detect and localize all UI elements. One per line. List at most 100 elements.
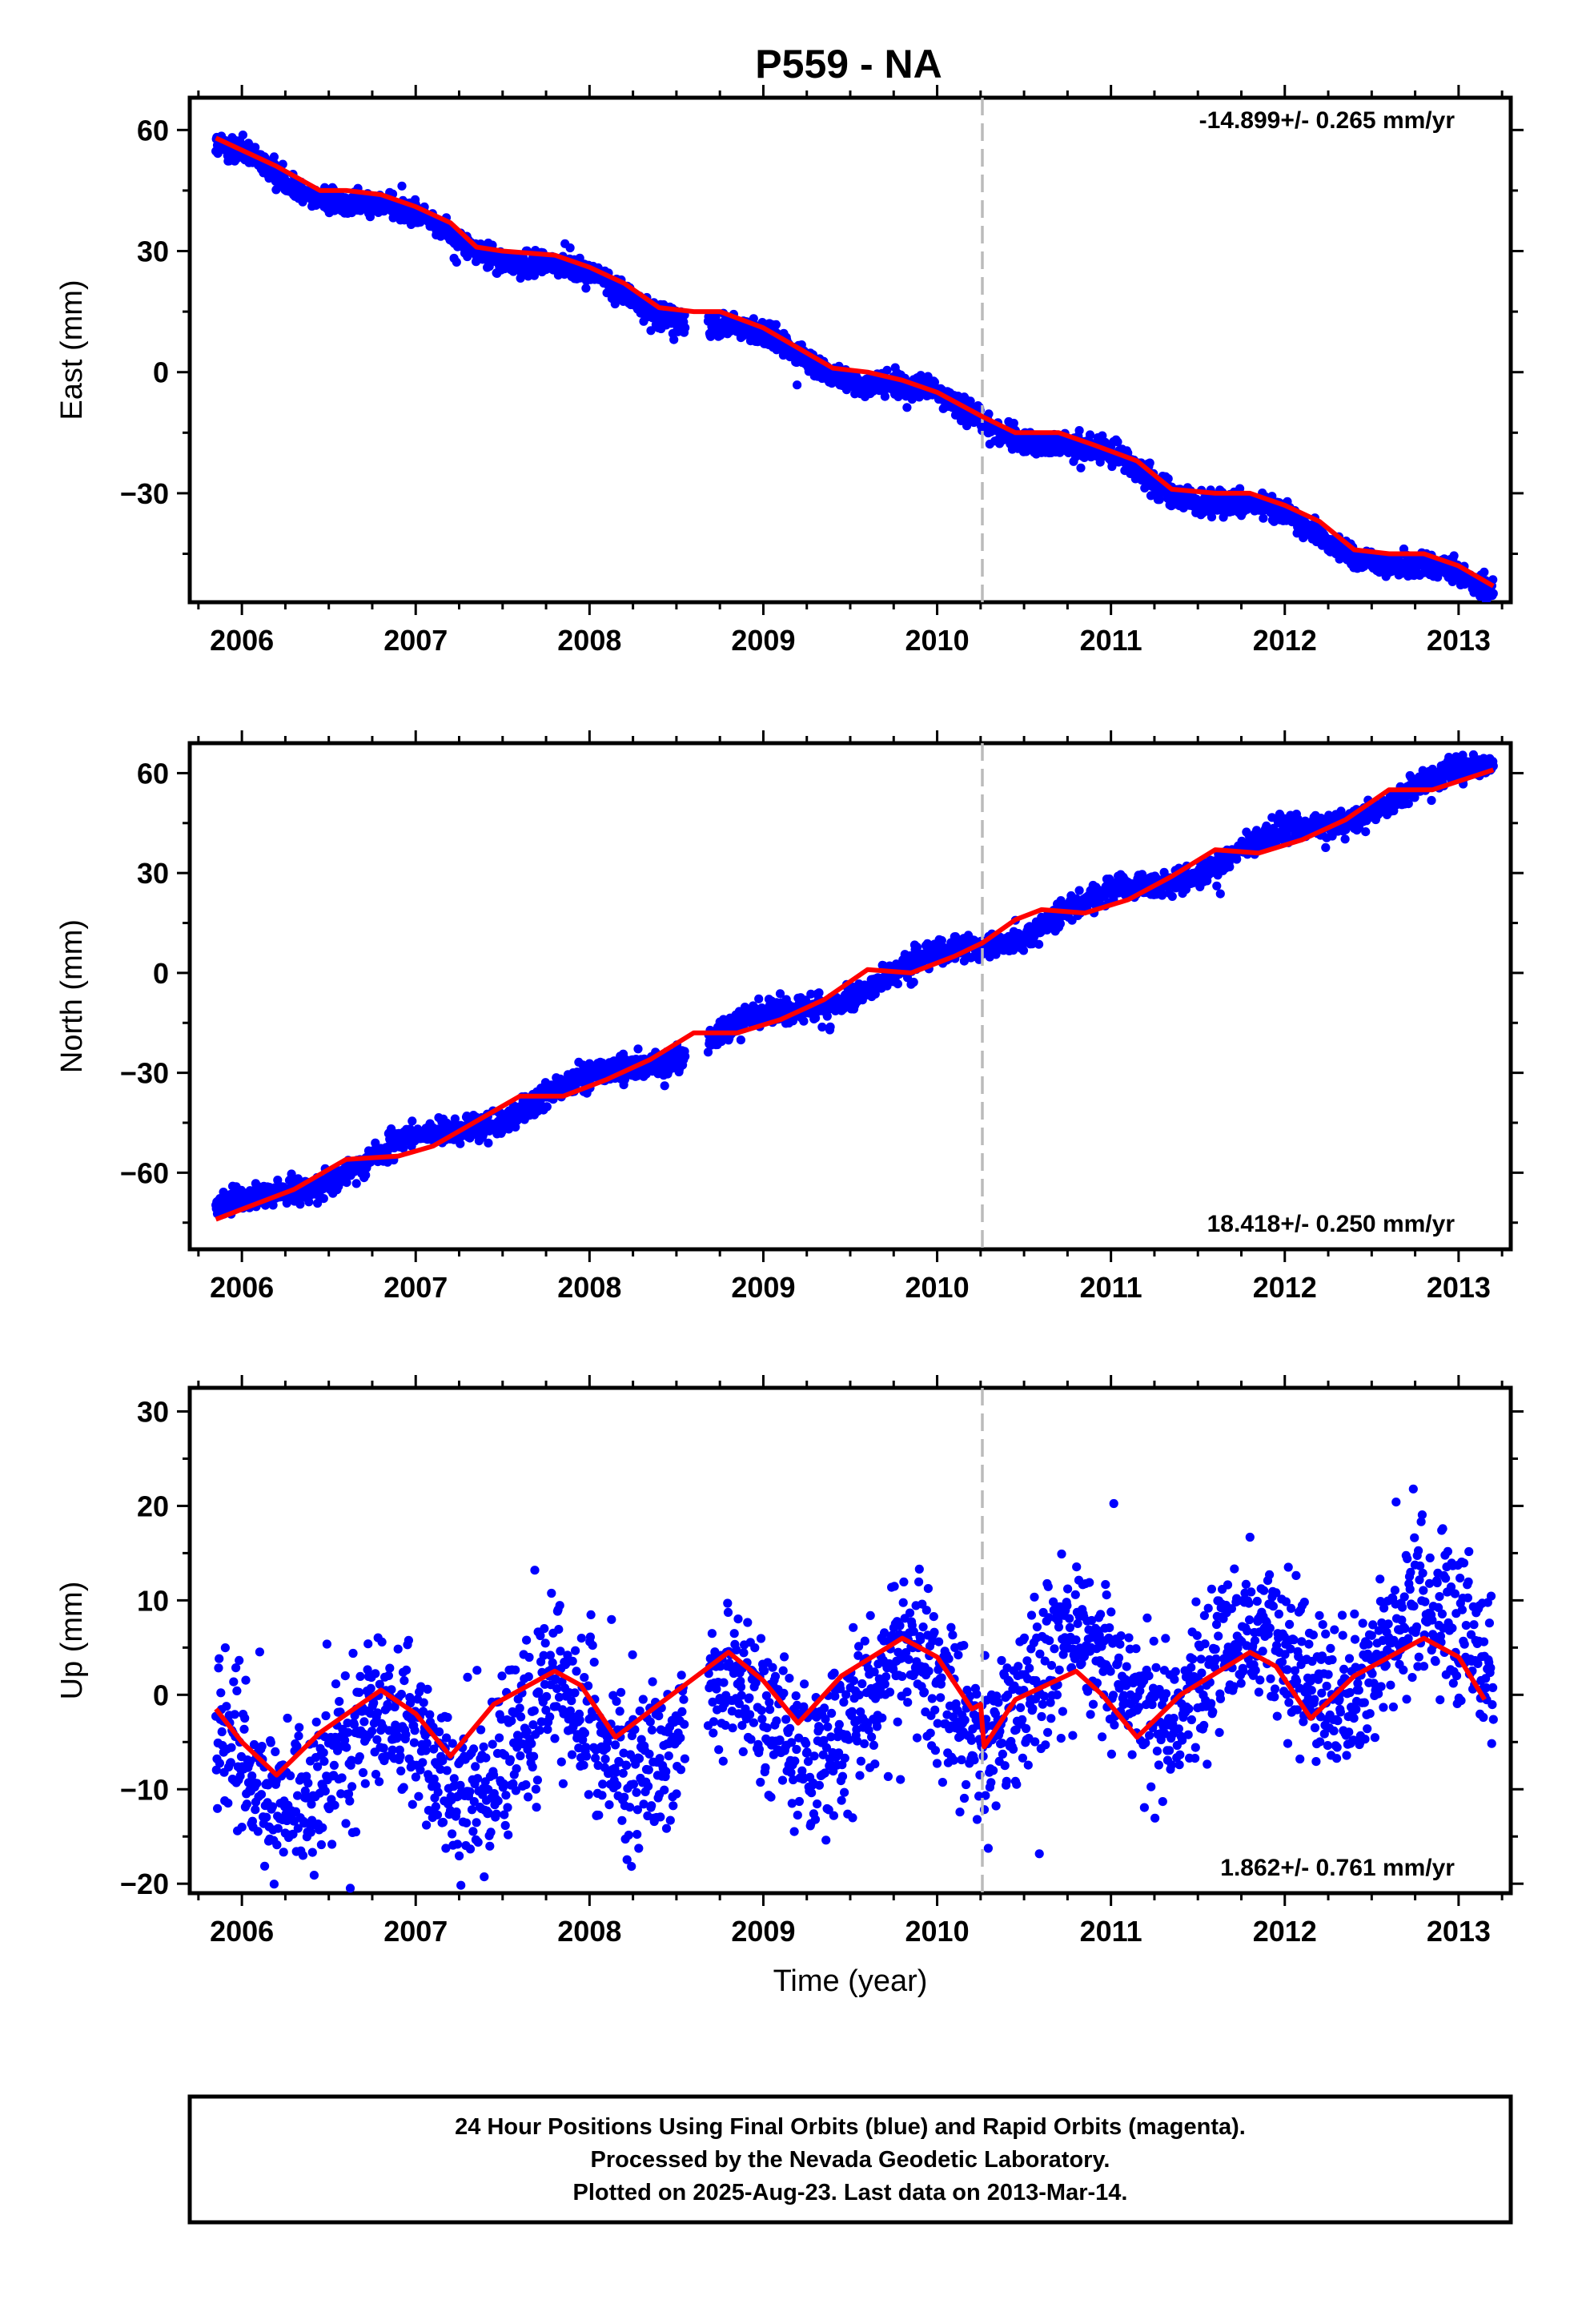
data-point <box>669 335 679 344</box>
y-tick-label: 30 <box>137 235 169 268</box>
data-point <box>909 977 918 987</box>
data-point <box>1361 827 1371 837</box>
panel-north: 2006 2007 2008 2009 2010 2011 2012 2013 60 30 0 −30… <box>55 730 1524 1304</box>
x-tick-label: 2010 <box>905 624 970 657</box>
data-point <box>542 1102 552 1112</box>
data-point <box>799 1016 809 1026</box>
data-point <box>1340 834 1350 844</box>
data-point <box>268 1200 278 1210</box>
data-point <box>937 935 946 946</box>
x-tick-label: 2006 <box>210 1271 274 1304</box>
data-point <box>1009 418 1018 428</box>
data-point <box>1163 474 1173 484</box>
x-tick-label: 2007 <box>383 624 448 657</box>
data-point <box>287 1169 296 1179</box>
data-point <box>1113 437 1122 447</box>
data-point <box>882 365 892 375</box>
data-point <box>351 1179 361 1188</box>
data-point <box>1259 513 1268 523</box>
panels-group: 2006 2007 2008 2009 2010 2011 2012 2013 60 30 0 −30… <box>55 85 1524 1998</box>
data-point <box>484 1138 493 1148</box>
data-point <box>1212 881 1222 891</box>
data-point <box>361 1170 371 1180</box>
rate-label: -14.899+/- 0.265 mm/yr <box>1199 107 1456 134</box>
data-point <box>1074 886 1084 895</box>
data-point <box>273 1176 283 1185</box>
data-point <box>771 320 781 329</box>
data-point <box>295 1200 305 1209</box>
x-tick-label: 2013 <box>1427 624 1491 657</box>
data-point <box>1225 862 1235 872</box>
y-tick-label: 0 <box>153 356 169 389</box>
scatter-points <box>211 131 1498 602</box>
data-point <box>1480 567 1489 577</box>
data-point <box>681 323 690 332</box>
data-point <box>1449 551 1459 561</box>
data-point <box>342 1178 351 1188</box>
data-point <box>825 1022 835 1031</box>
x-tick-label: 2010 <box>905 1271 970 1304</box>
data-point <box>408 1116 417 1126</box>
data-point <box>319 1194 328 1204</box>
x-tick-label: 2006 <box>210 624 274 657</box>
data-point <box>452 257 461 267</box>
x-tick-label: 2011 <box>1080 1271 1142 1304</box>
x-tick-label: 2008 <box>557 1271 621 1304</box>
data-point <box>269 152 279 162</box>
data-layer <box>211 743 1498 1249</box>
x-tick-label: 2009 <box>731 1271 795 1304</box>
data-layer <box>211 98 1498 602</box>
data-point <box>681 1051 690 1061</box>
y-tick-label: −60 <box>120 1156 169 1189</box>
x-tick-label: 2007 <box>383 1271 448 1304</box>
y-tick-label: −30 <box>120 477 169 510</box>
scatter-points <box>211 750 1498 1219</box>
y-tick-label: 30 <box>137 857 169 890</box>
y-tick-label: 60 <box>137 114 169 147</box>
data-point <box>1215 889 1225 899</box>
data-point <box>902 403 912 412</box>
data-point <box>814 988 824 998</box>
data-point <box>1410 793 1419 802</box>
data-point <box>304 1197 314 1207</box>
x-tick-label: 2012 <box>1253 624 1317 657</box>
data-point <box>581 283 591 293</box>
y-tick-label: 60 <box>137 757 169 790</box>
data-point <box>880 392 889 401</box>
y-axis-label: East (mm) <box>55 279 89 420</box>
data-point <box>397 181 407 191</box>
data-point <box>703 1047 713 1057</box>
data-point <box>1232 854 1242 864</box>
y-tick-label: −30 <box>120 1057 169 1090</box>
x-tick-label: 2011 <box>1080 624 1142 657</box>
x-tick-label: 2013 <box>1427 1271 1491 1304</box>
data-point <box>1105 875 1114 884</box>
data-point <box>565 243 575 253</box>
x-tick-label: 2009 <box>731 624 795 657</box>
data-point <box>1085 430 1095 440</box>
data-point <box>1055 919 1065 929</box>
data-point <box>1488 589 1498 598</box>
panel-east: 2006 2007 2008 2009 2010 2011 2012 201360300−30… <box>55 85 1524 657</box>
data-point <box>1427 795 1436 806</box>
data-point <box>754 994 764 1003</box>
data-point <box>822 1011 832 1021</box>
data-point <box>893 979 902 989</box>
x-tick-label: 2012 <box>1253 1271 1317 1304</box>
data-point <box>633 1044 643 1054</box>
data-point <box>371 1138 380 1148</box>
data-point <box>1167 891 1177 901</box>
y-axis-label: North (mm) <box>55 919 89 1073</box>
data-point <box>817 1022 827 1032</box>
data-point <box>238 131 247 140</box>
data-point <box>450 1114 460 1124</box>
data-point <box>1018 946 1029 955</box>
data-point <box>660 1081 669 1091</box>
data-point <box>1207 513 1217 522</box>
y-tick-label: 0 <box>153 957 169 990</box>
data-point <box>1157 891 1167 900</box>
data-point <box>736 1035 746 1045</box>
data-point <box>1034 939 1044 949</box>
data-point <box>456 1139 465 1148</box>
